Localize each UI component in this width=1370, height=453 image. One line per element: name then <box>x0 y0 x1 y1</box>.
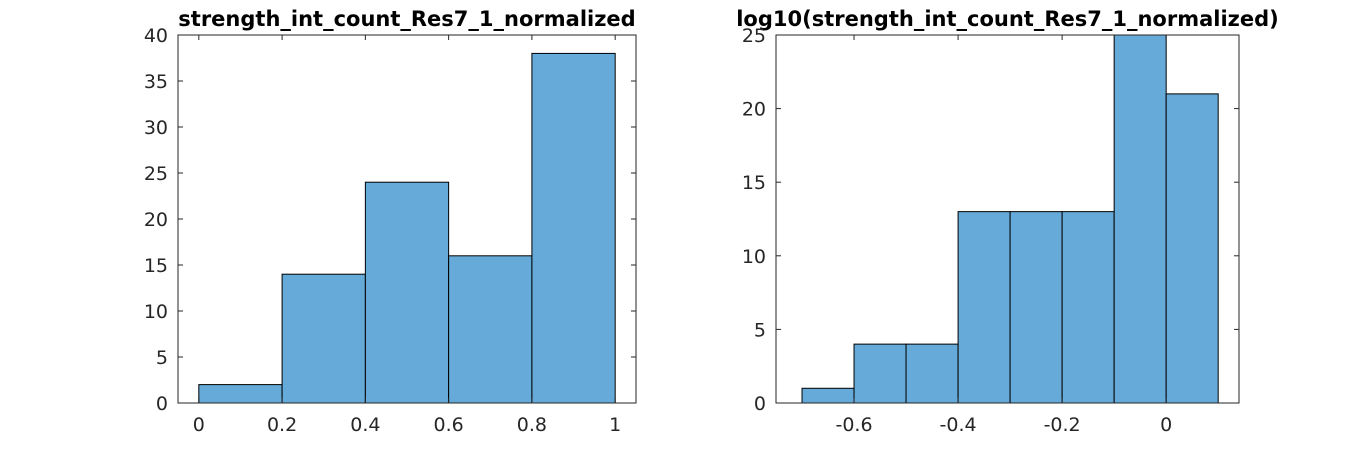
histogram-bar <box>1061 211 1115 403</box>
histogram-right: log10(strength_int_count_Res7_1_normaliz… <box>736 7 1279 436</box>
histogram-bar <box>364 181 450 403</box>
y-tick-label: 15 <box>742 172 766 194</box>
histogram-bar <box>957 211 1011 403</box>
y-tick-label: 5 <box>156 347 168 369</box>
y-tick-label: 10 <box>144 301 168 323</box>
x-tick-label: 0.2 <box>267 414 297 436</box>
x-tick-label: -0.4 <box>940 414 977 436</box>
histogram-bar <box>801 387 855 403</box>
x-tick-label: 0 <box>193 414 205 436</box>
x-tick-label: 0 <box>1160 414 1172 436</box>
y-tick-label: 40 <box>144 25 168 47</box>
bars-right <box>801 35 1219 403</box>
y-tick-label: 20 <box>742 99 766 121</box>
histogram-bar <box>531 52 616 403</box>
histogram-left: strength_int_count_Res7_1_normalized 0 0.… <box>144 7 637 436</box>
x-tick-label: 0.4 <box>350 414 380 436</box>
histogram-bar <box>198 384 283 403</box>
x-tick-label: -0.2 <box>1044 414 1081 436</box>
y-tick-label: 0 <box>156 393 168 415</box>
histogram-bar <box>1165 93 1219 403</box>
y-tick-label: 0 <box>754 393 766 415</box>
y-tick-label: 35 <box>144 71 168 93</box>
histogram-bar <box>1009 211 1063 403</box>
histogram-bar <box>853 343 907 403</box>
y-tick-label: 25 <box>742 25 766 47</box>
histogram-bar <box>448 255 533 403</box>
x-tick-label: -0.6 <box>835 414 872 436</box>
y-tick-label: 30 <box>144 117 168 139</box>
y-tick-label: 5 <box>754 319 766 341</box>
y-tick-label: 20 <box>144 209 168 231</box>
histogram-bar <box>1113 35 1167 403</box>
bars-left <box>198 52 616 403</box>
y-tick-label: 15 <box>144 255 168 277</box>
y-tick-label: 10 <box>742 246 766 268</box>
histogram-bar <box>281 273 366 403</box>
x-tick-label: 1 <box>609 414 621 436</box>
x-tick-label: 0.6 <box>434 414 464 436</box>
histogram-bar <box>905 343 959 403</box>
y-tick-label: 25 <box>144 163 168 185</box>
x-tick-label: 0.8 <box>517 414 547 436</box>
axes-box-right <box>775 34 1240 404</box>
chart-title-left: strength_int_count_Res7_1_normalized <box>178 7 635 31</box>
chart-title-right: log10(strength_int_count_Res7_1_normaliz… <box>736 7 1279 31</box>
